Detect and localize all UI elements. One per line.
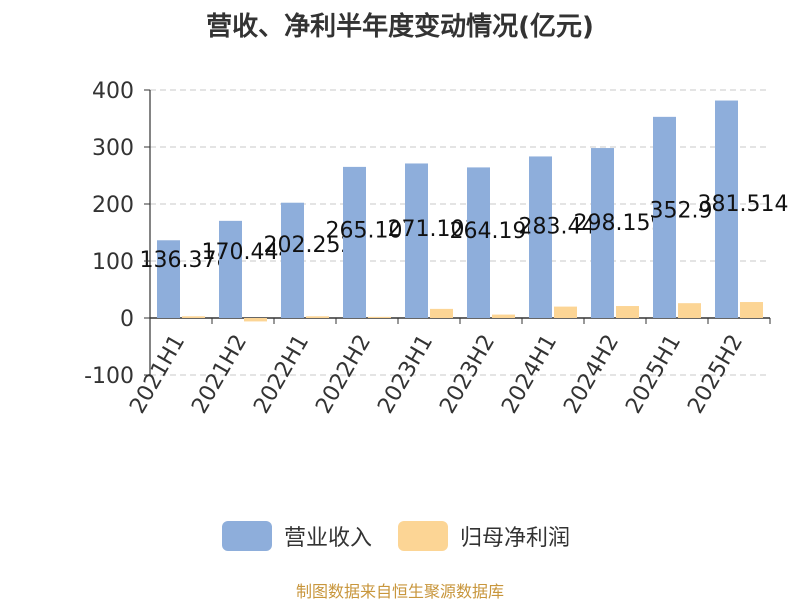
revenue-bar xyxy=(405,163,428,318)
revenue-bar xyxy=(219,220,242,318)
profit-bar xyxy=(616,306,639,318)
revenue-bar xyxy=(591,148,614,318)
legend-label-revenue: 营业收入 xyxy=(284,526,373,551)
revenue-bar xyxy=(281,202,304,318)
legend-swatch-revenue xyxy=(222,521,272,551)
revenue-data-label: 381.514 xyxy=(698,192,789,217)
x-category-label: 2021H2 xyxy=(187,331,252,418)
y-tick-label: 200 xyxy=(92,193,134,218)
x-category-label: 2024H2 xyxy=(559,331,624,418)
profit-bar xyxy=(306,316,329,318)
legend-item-profit[interactable]: 归母净利润 xyxy=(398,519,570,553)
legend-label-profit: 归母净利润 xyxy=(460,526,571,551)
x-category-label: 2021H1 xyxy=(125,331,190,418)
revenue-data-label: 136.378 xyxy=(140,248,231,273)
profit-bar xyxy=(368,316,391,318)
y-tick-label: 300 xyxy=(92,136,134,161)
source-note: 制图数据来自恒生聚源数据库 xyxy=(295,582,504,601)
revenue-data-label: 298.159 xyxy=(574,211,665,236)
x-category-label: 2025H2 xyxy=(683,331,748,418)
chart-title: 营收、净利半年度变动情况(亿元) xyxy=(206,12,594,42)
x-category-label: 2024H1 xyxy=(497,331,562,418)
profit-bar xyxy=(430,308,453,318)
revenue-data-label: 265.107 xyxy=(326,219,417,244)
profit-bar xyxy=(554,306,577,318)
y-tick-label: 100 xyxy=(92,250,134,275)
revenue-bar xyxy=(343,166,366,318)
legend: 营业收入 归母净利润 xyxy=(0,519,800,553)
x-category-label: 2022H1 xyxy=(249,331,314,418)
profit-bar xyxy=(244,318,267,322)
revenue-bar xyxy=(157,240,180,318)
revenue-data-label: 170.444 xyxy=(202,240,293,265)
profit-bar xyxy=(182,316,205,318)
profit-bar xyxy=(492,314,515,318)
x-category-label: 2025H1 xyxy=(621,331,686,418)
revenue-data-label: 202.252 xyxy=(264,233,355,258)
legend-swatch-profit xyxy=(398,521,448,551)
revenue-bar xyxy=(653,116,676,318)
revenue-data-label: 352.9 xyxy=(650,199,713,224)
x-category-label: 2023H2 xyxy=(435,331,500,418)
legend-item-revenue[interactable]: 营业收入 xyxy=(222,519,372,553)
y-tick-label: -100 xyxy=(84,364,134,389)
revenue-bar xyxy=(715,100,738,318)
profit-bar xyxy=(740,302,763,318)
y-tick-label: 0 xyxy=(120,307,134,332)
x-category-label: 2022H2 xyxy=(311,331,376,418)
profit-bar xyxy=(678,303,701,318)
revenue-bar xyxy=(467,167,490,318)
revenue-data-label: 271.103 xyxy=(388,217,479,242)
y-tick-label: 400 xyxy=(92,79,134,104)
revenue-bar xyxy=(529,156,552,318)
x-category-label: 2023H1 xyxy=(373,331,438,418)
revenue-data-label: 264.196 xyxy=(450,219,541,244)
revenue-data-label: 283.44 xyxy=(519,214,596,239)
